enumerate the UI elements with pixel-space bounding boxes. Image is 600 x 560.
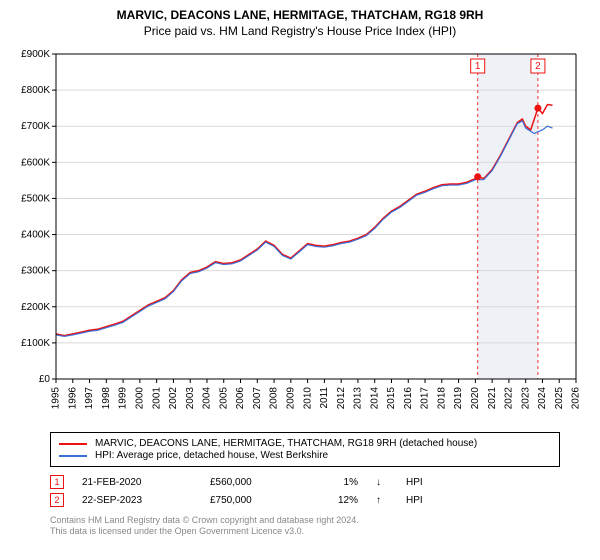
svg-text:2006: 2006: [235, 387, 246, 410]
sale-row: 1 21-FEB-2020 £560,000 1% ↓ HPI: [50, 475, 560, 489]
svg-text:1997: 1997: [84, 387, 95, 410]
svg-text:2020: 2020: [470, 387, 481, 410]
svg-text:1998: 1998: [101, 387, 112, 410]
sales-table: 1 21-FEB-2020 £560,000 1% ↓ HPI 2 22-SEP-2023 £7…: [50, 475, 560, 507]
svg-text:£700K: £700K: [21, 121, 50, 132]
svg-text:1999: 1999: [118, 387, 129, 410]
svg-text:£200K: £200K: [21, 302, 50, 313]
sale-arrow-icon: ↑: [376, 495, 388, 506]
sale-pct: 1%: [318, 477, 358, 488]
svg-text:1995: 1995: [51, 387, 62, 410]
svg-text:£300K: £300K: [21, 266, 50, 277]
sale-date: 22-SEP-2023: [82, 495, 192, 506]
legend-label: MARVIC, DEACONS LANE, HERMITAGE, THATCHA…: [95, 438, 477, 449]
svg-text:2003: 2003: [185, 387, 196, 410]
footer-line-1: Contains HM Land Registry data © Crown c…: [50, 515, 560, 525]
svg-text:2011: 2011: [319, 387, 330, 409]
svg-text:£400K: £400K: [21, 230, 50, 241]
svg-text:2000: 2000: [135, 387, 146, 410]
svg-text:2013: 2013: [353, 387, 364, 410]
svg-text:1: 1: [475, 61, 481, 72]
price-chart: £0 £100K £200K £300K £400K £500K £600K £700K £80…: [10, 46, 590, 426]
svg-text:2008: 2008: [269, 387, 280, 410]
svg-text:£900K: £900K: [21, 49, 50, 60]
svg-text:2023: 2023: [520, 387, 531, 410]
footer-attribution: Contains HM Land Registry data © Crown c…: [50, 515, 560, 536]
legend-swatch: [59, 443, 87, 445]
legend: MARVIC, DEACONS LANE, HERMITAGE, THATCHA…: [50, 432, 560, 467]
page-subtitle: Price paid vs. HM Land Registry's House …: [10, 24, 590, 38]
svg-text:£800K: £800K: [21, 85, 50, 96]
svg-text:2002: 2002: [168, 387, 179, 410]
svg-text:2009: 2009: [285, 387, 296, 410]
svg-text:2010: 2010: [302, 387, 313, 410]
svg-text:2017: 2017: [420, 387, 431, 410]
sale-date: 21-FEB-2020: [82, 477, 192, 488]
svg-text:2004: 2004: [202, 387, 213, 410]
legend-swatch: [59, 455, 87, 457]
sale-arrow-icon: ↓: [376, 477, 388, 488]
legend-item: MARVIC, DEACONS LANE, HERMITAGE, THATCHA…: [59, 438, 551, 449]
svg-text:2001: 2001: [151, 387, 162, 410]
legend-item: HPI: Average price, detached house, West…: [59, 450, 551, 461]
svg-text:£500K: £500K: [21, 193, 50, 204]
sale-marker-icon: 2: [50, 493, 64, 507]
sale-suffix: HPI: [406, 495, 423, 506]
svg-text:2019: 2019: [453, 387, 464, 410]
sale-suffix: HPI: [406, 477, 423, 488]
legend-label: HPI: Average price, detached house, West…: [95, 450, 328, 461]
svg-text:£0: £0: [39, 374, 51, 385]
svg-text:2025: 2025: [554, 387, 565, 410]
svg-text:2007: 2007: [252, 387, 263, 410]
svg-text:2015: 2015: [386, 387, 397, 410]
svg-text:2024: 2024: [537, 387, 548, 410]
svg-text:2: 2: [535, 61, 541, 72]
svg-text:1996: 1996: [67, 387, 78, 410]
page-title: MARVIC, DEACONS LANE, HERMITAGE, THATCHA…: [10, 8, 590, 22]
footer-line-2: This data is licensed under the Open Gov…: [50, 526, 560, 536]
svg-text:2018: 2018: [436, 387, 447, 410]
sale-price: £560,000: [210, 477, 300, 488]
svg-text:2026: 2026: [571, 387, 582, 410]
svg-text:2005: 2005: [218, 387, 229, 410]
sale-pct: 12%: [318, 495, 358, 506]
svg-text:2014: 2014: [369, 387, 380, 410]
sale-row: 2 22-SEP-2023 £750,000 12% ↑ HPI: [50, 493, 560, 507]
svg-text:£100K: £100K: [21, 338, 50, 349]
svg-text:£600K: £600K: [21, 157, 50, 168]
svg-text:2021: 2021: [487, 387, 498, 410]
svg-text:2022: 2022: [504, 387, 515, 410]
sale-price: £750,000: [210, 495, 300, 506]
svg-text:2012: 2012: [336, 387, 347, 410]
sale-marker-icon: 1: [50, 475, 64, 489]
svg-text:2016: 2016: [403, 387, 414, 410]
